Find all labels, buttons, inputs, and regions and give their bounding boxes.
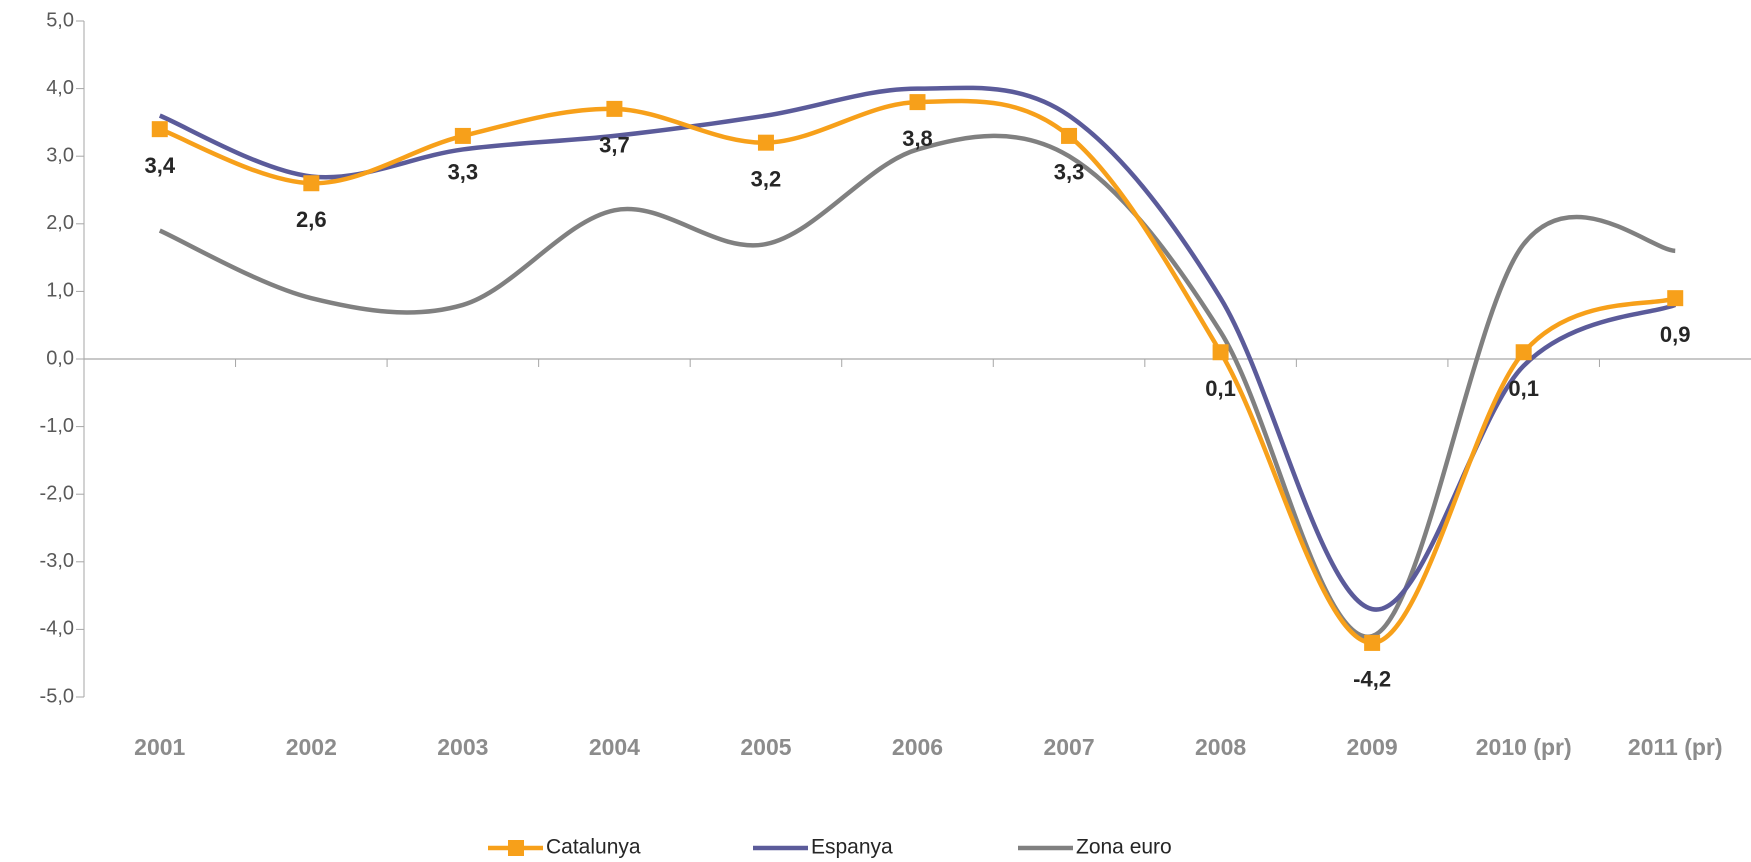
y-tick-label: -3,0 bbox=[40, 550, 74, 572]
legend-label: Zona euro bbox=[1076, 836, 1172, 859]
marker bbox=[909, 94, 926, 111]
marker bbox=[1364, 634, 1381, 651]
x-tick-label: 2006 bbox=[892, 734, 943, 760]
y-tick-label: 4,0 bbox=[46, 77, 74, 99]
series-line bbox=[158, 133, 1676, 639]
data-label: 0,1 bbox=[1508, 376, 1539, 401]
y-tick-label: 2,0 bbox=[46, 212, 74, 234]
marker bbox=[454, 127, 471, 144]
marker bbox=[606, 100, 623, 117]
data-label: 3,3 bbox=[448, 160, 479, 185]
y-tick-label: -4,0 bbox=[40, 618, 74, 640]
data-label: 2,6 bbox=[296, 207, 327, 232]
legend-marker bbox=[508, 840, 524, 856]
data-label: 3,4 bbox=[144, 153, 175, 178]
x-tick-label: 2005 bbox=[740, 734, 791, 760]
y-tick-label: -2,0 bbox=[40, 482, 74, 504]
legend-label: Espanya bbox=[811, 836, 893, 859]
data-label: -4,2 bbox=[1353, 667, 1391, 692]
data-label: 0,1 bbox=[1205, 376, 1236, 401]
y-tick-label: -5,0 bbox=[40, 685, 74, 707]
y-tick-label: 3,0 bbox=[46, 144, 74, 166]
x-tick-label: 2011 (pr) bbox=[1628, 734, 1723, 760]
data-label: 3,7 bbox=[599, 133, 630, 158]
marker bbox=[303, 175, 320, 192]
y-tick-label: -1,0 bbox=[40, 415, 74, 437]
series-line bbox=[158, 85, 1677, 612]
data-label: 3,2 bbox=[751, 166, 782, 191]
marker bbox=[1212, 344, 1229, 361]
x-tick-label: 2003 bbox=[437, 734, 488, 760]
series-line bbox=[159, 98, 1676, 646]
x-tick-label: 2009 bbox=[1347, 734, 1398, 760]
marker bbox=[757, 134, 774, 151]
x-tick-label: 2004 bbox=[589, 734, 640, 760]
y-tick-label: 5,0 bbox=[46, 9, 74, 31]
marker bbox=[1061, 127, 1078, 144]
data-label: 3,3 bbox=[1054, 160, 1085, 185]
marker bbox=[1515, 344, 1532, 361]
marker bbox=[1667, 290, 1684, 307]
x-tick-label: 2007 bbox=[1043, 734, 1094, 760]
y-tick-label: 1,0 bbox=[46, 280, 74, 302]
y-tick-label: 0,0 bbox=[46, 347, 74, 369]
x-tick-label: 2002 bbox=[286, 734, 337, 760]
data-label: 0,9 bbox=[1660, 322, 1691, 347]
data-label: 3,8 bbox=[902, 126, 933, 151]
marker bbox=[151, 121, 168, 138]
x-tick-label: 2010 (pr) bbox=[1476, 734, 1572, 760]
legend-label: Catalunya bbox=[546, 836, 641, 859]
x-tick-label: 2001 bbox=[134, 734, 185, 760]
x-tick-label: 2008 bbox=[1195, 734, 1246, 760]
